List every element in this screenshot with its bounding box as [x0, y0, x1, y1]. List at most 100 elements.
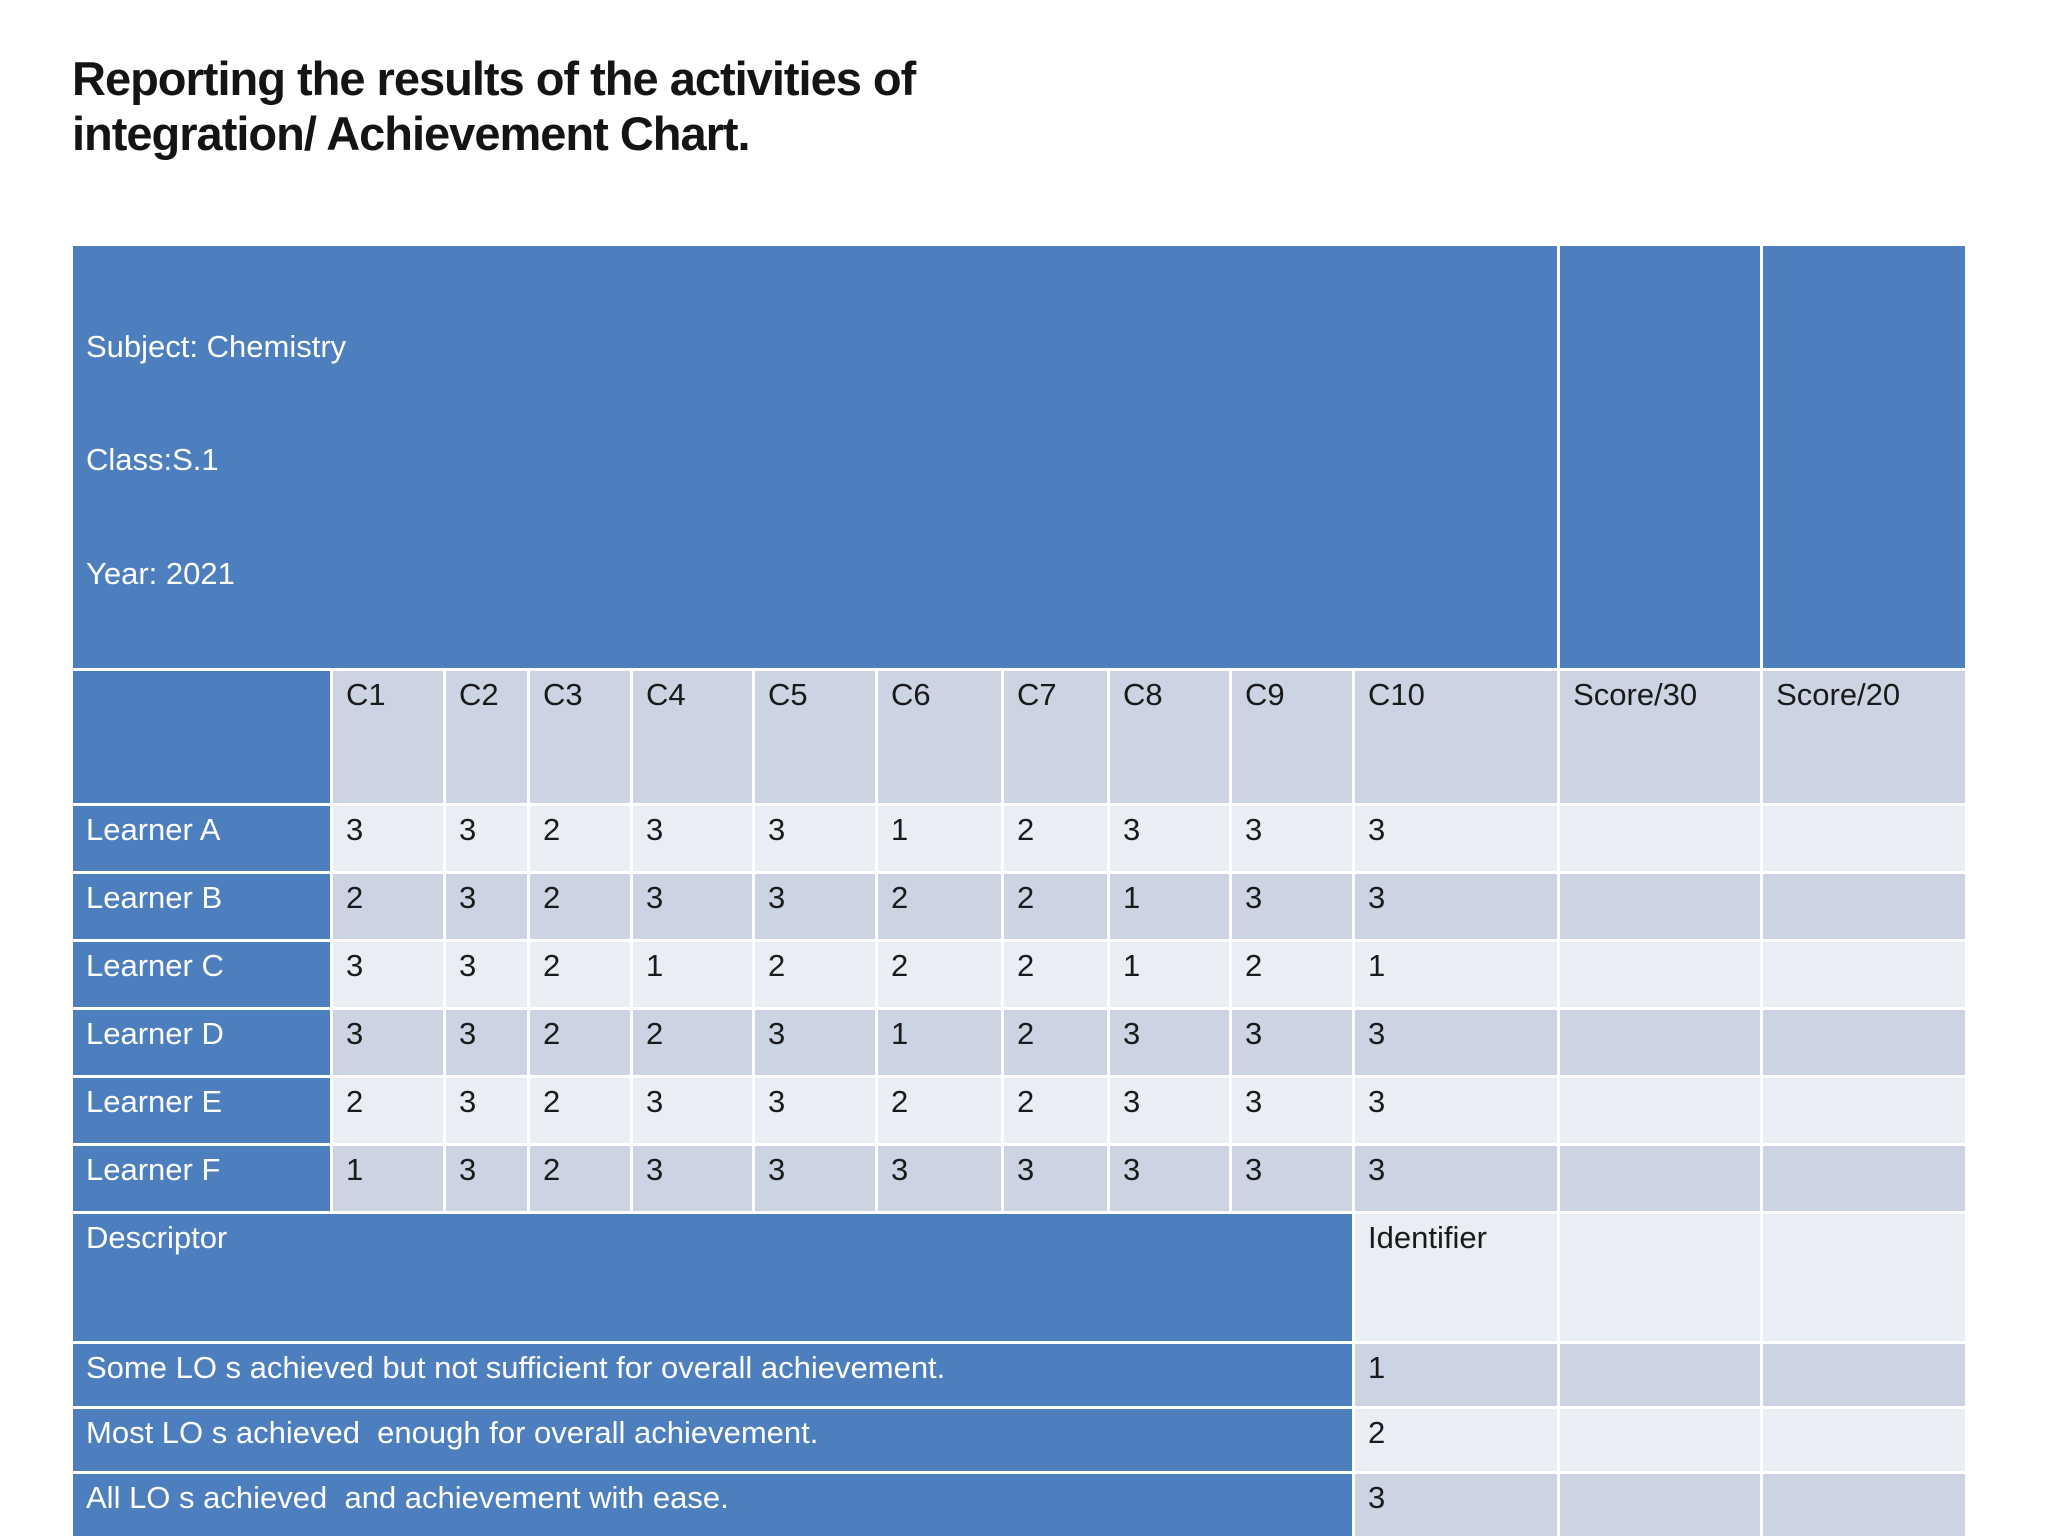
score-cell: 2 [527, 1074, 633, 1146]
score-cell: 3 [1229, 1142, 1355, 1214]
learner-row-b: Learner B 2 3 2 3 3 2 2 1 3 3 [70, 870, 1969, 942]
score-cell: 3 [443, 938, 530, 1010]
learner-row-d: Learner D 3 3 2 2 3 1 2 3 3 3 [70, 1006, 1969, 1078]
corner-cell [70, 667, 333, 806]
score-cell: 3 [1229, 802, 1355, 874]
descriptor-text: Most LO s achieved enough for overall ac… [70, 1405, 1355, 1474]
score-cell: 1 [1351, 938, 1561, 1010]
identifier-value: 1 [1351, 1340, 1561, 1409]
score-cell: 3 [1229, 870, 1355, 942]
score30-empty-cell [1557, 1142, 1764, 1214]
descriptor-label-cell: Descriptor [70, 1210, 1355, 1344]
slide-title-line-2: integration/ Achievement Chart. [72, 106, 751, 160]
learner-name: Learner B [70, 870, 333, 942]
column-header-row: C1 C2 C3 C4 C5 C6 C7 C8 C9 C10 Score/30 … [70, 667, 1969, 806]
score-cell: 3 [1107, 802, 1232, 874]
info-header-row: Subject: Chemistry Class:S.1 Year: 2021 [69, 243, 1969, 671]
score-cell: 2 [527, 870, 633, 942]
key-empty-score30-cell [1557, 1405, 1764, 1474]
score-cell: 3 [330, 938, 446, 1010]
col-header-c8: C8 [1107, 667, 1232, 806]
score-cell: 3 [443, 1074, 530, 1146]
col-header-score20: Score/20 [1760, 667, 1969, 806]
descriptor-text: All LO s achieved and achievement with e… [70, 1470, 1355, 1536]
score-cell: 1 [1107, 938, 1232, 1010]
score-cell: 2 [1229, 938, 1355, 1010]
score-cell: 2 [1001, 802, 1110, 874]
score30-empty-cell [1557, 1006, 1764, 1078]
info-cell: Subject: Chemistry Class:S.1 Year: 2021 [69, 243, 1561, 671]
score-cell: 3 [443, 1006, 530, 1078]
score-cell: 3 [752, 802, 878, 874]
learner-name: Learner E [70, 1074, 333, 1146]
descriptor-empty-score20-cell [1760, 1210, 1969, 1344]
score-cell: 3 [443, 1142, 530, 1214]
col-header-c3: C3 [527, 667, 633, 806]
learner-row-e: Learner E 2 3 2 3 3 2 2 3 3 3 [70, 1074, 1969, 1146]
score-cell: 3 [1351, 1142, 1561, 1214]
learner-name: Learner A [70, 802, 333, 874]
score20-empty-cell [1760, 1074, 1969, 1146]
score-cell: 1 [1107, 870, 1232, 942]
score30-empty-cell [1557, 938, 1764, 1010]
identifier-value: 2 [1351, 1405, 1561, 1474]
info-subject: Subject: Chemistry [86, 328, 347, 364]
score-cell: 3 [1229, 1006, 1355, 1078]
col-header-c10: C10 [1351, 667, 1561, 806]
key-empty-score30-cell [1557, 1340, 1764, 1409]
score20-empty-cell [1760, 938, 1969, 1010]
descriptor-empty-score30-cell [1557, 1210, 1764, 1344]
col-header-c2: C2 [443, 667, 530, 806]
identifier-value: 3 [1351, 1470, 1561, 1536]
info-class: Class:S.1 [86, 442, 219, 478]
col-header-c9: C9 [1229, 667, 1355, 806]
learner-name: Learner C [70, 938, 333, 1010]
score-cell: 2 [1001, 1006, 1110, 1078]
score-cell: 1 [875, 1006, 1004, 1078]
score-cell: 3 [630, 870, 755, 942]
score-cell: 1 [330, 1142, 446, 1214]
score30-empty-cell [1557, 802, 1764, 874]
score20-empty-cell [1760, 1006, 1969, 1078]
score-cell: 3 [330, 1006, 446, 1078]
score-cell: 2 [527, 938, 633, 1010]
score-cell: 3 [1107, 1074, 1232, 1146]
score-cell: 3 [1351, 1074, 1561, 1146]
score30-empty-cell [1557, 870, 1764, 942]
score-cell: 2 [1001, 938, 1110, 1010]
score-cell: 1 [630, 938, 755, 1010]
slide-title: Reporting the results of the activities … [72, 52, 916, 161]
score-cell: 3 [1107, 1006, 1232, 1078]
col-header-score30: Score/30 [1557, 667, 1764, 806]
score-cell: 3 [752, 1074, 878, 1146]
learner-name: Learner D [70, 1006, 333, 1078]
score-cell: 3 [875, 1142, 1004, 1214]
score-cell: 3 [1107, 1142, 1232, 1214]
score-cell: 3 [630, 802, 755, 874]
learner-row-c: Learner C 3 3 2 1 2 2 2 1 2 1 [70, 938, 1969, 1010]
score-cell: 3 [630, 1142, 755, 1214]
learner-name: Learner F [70, 1142, 333, 1214]
score-cell: 3 [630, 1074, 755, 1146]
col-header-c5: C5 [752, 667, 878, 806]
score-cell: 3 [752, 1006, 878, 1078]
descriptor-text: Some LO s achieved but not sufficient fo… [70, 1340, 1355, 1409]
score20-empty-cell [1760, 802, 1969, 874]
score-cell: 2 [875, 870, 1004, 942]
score-cell: 3 [1351, 870, 1561, 942]
score-cell: 2 [875, 1074, 1004, 1146]
score-cell: 2 [527, 802, 633, 874]
score-cell: 3 [752, 1142, 878, 1214]
score-cell: 2 [527, 1006, 633, 1078]
slide-title-line-1: Reporting the results of the activities … [72, 52, 916, 105]
key-empty-score30-cell [1557, 1470, 1764, 1536]
col-header-c6: C6 [875, 667, 1004, 806]
key-empty-score20-cell [1760, 1405, 1969, 1474]
score-cell: 3 [1001, 1142, 1110, 1214]
score-cell: 3 [443, 870, 530, 942]
score-cell: 3 [1351, 1006, 1561, 1078]
descriptor-key-row-1: Some LO s achieved but not sufficient fo… [70, 1340, 1969, 1409]
score-cell: 2 [527, 1142, 633, 1214]
score30-empty-cell [1557, 1074, 1764, 1146]
